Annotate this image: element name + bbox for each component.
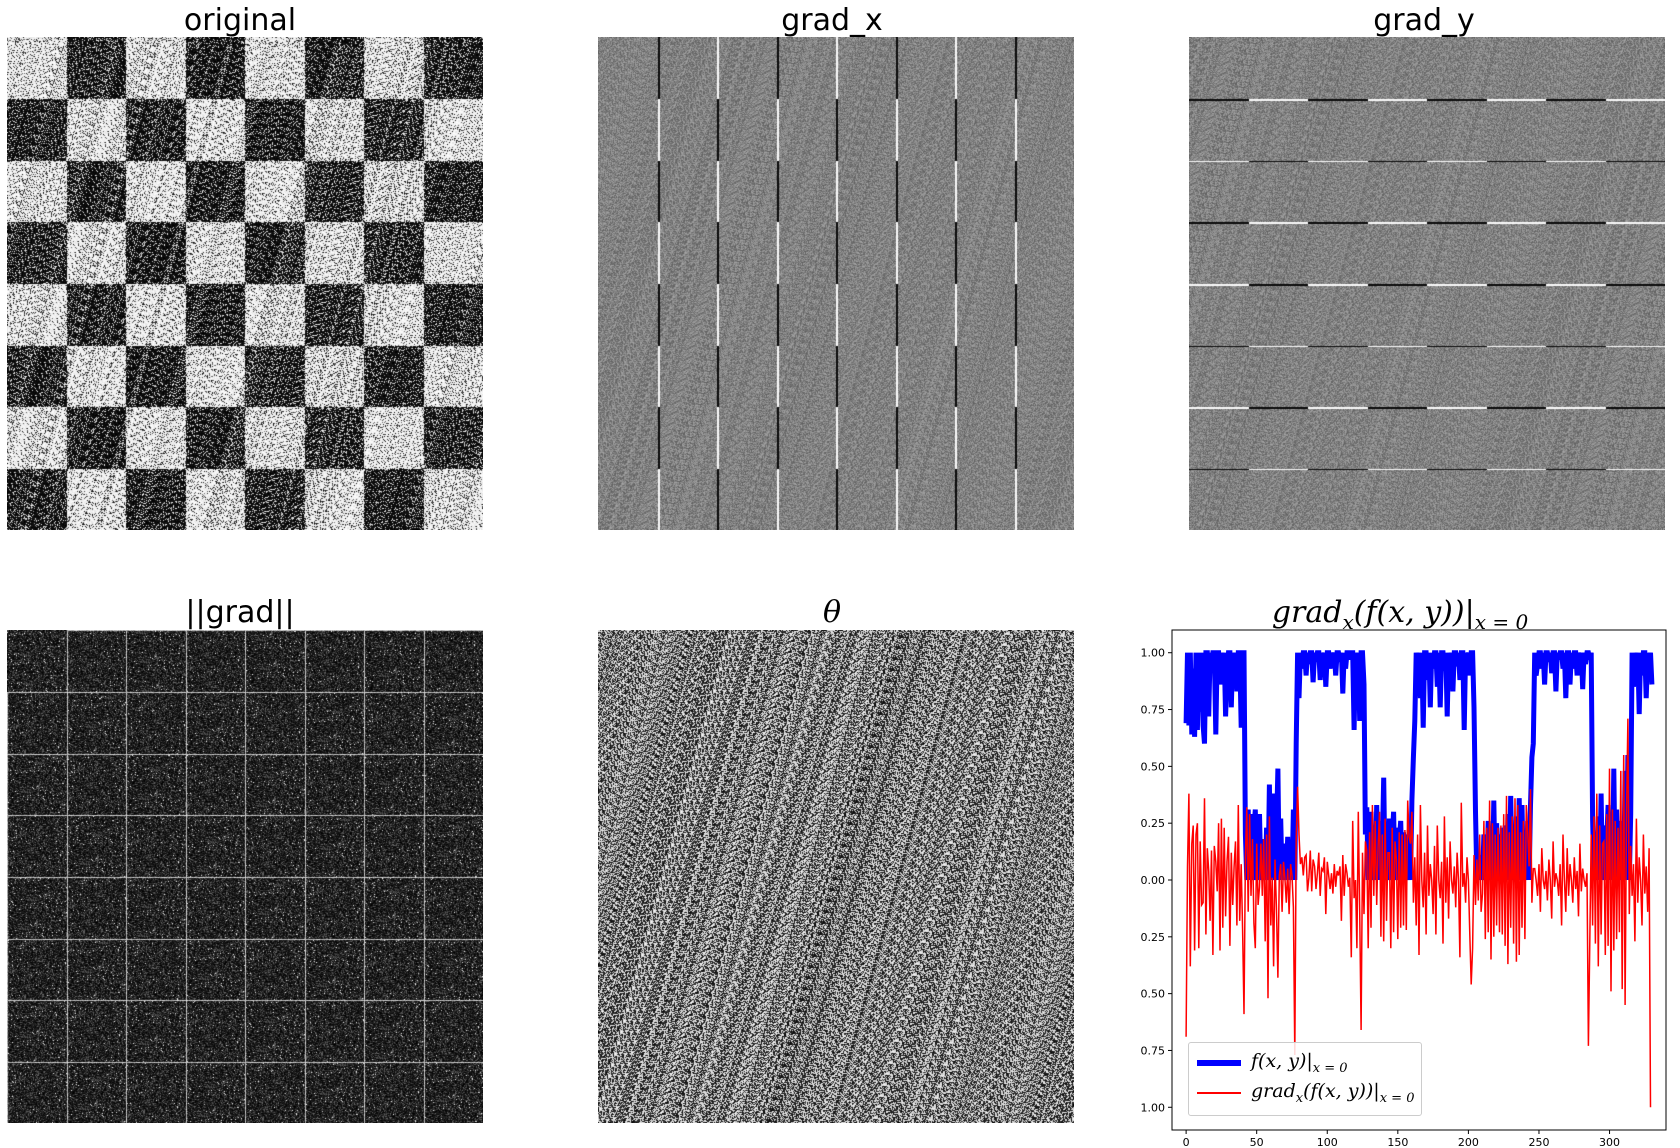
legend-item-grad: gradx(f(x, y))|x = 0 [1197, 1080, 1415, 1106]
grad-x-image [598, 37, 1074, 530]
panel-grad-norm: ||grad|| [0, 590, 483, 1130]
y-tick-label: 0.25 [1141, 817, 1166, 830]
y-tick-label: 0.50 [1141, 760, 1166, 773]
y-tick-label: 0.75 [1141, 704, 1166, 717]
x-tick-label: 150 [1387, 1136, 1408, 1148]
panel-profile-plot: gradx(f(x, y))|x = 0 0 50 100 150 200 250 300 −… [1140, 590, 1680, 1148]
legend-label-grad: gradx(f(x, y))|x = 0 [1251, 1080, 1415, 1106]
panel-grad-x: grad_x [592, 0, 1074, 540]
legend-swatch-red [1197, 1092, 1241, 1094]
x-tick-label: 200 [1458, 1136, 1479, 1148]
panel-theta: θ [592, 590, 1074, 1130]
title-sub2: x = 0 [1474, 610, 1529, 634]
original-image [7, 37, 483, 530]
panel-title: gradx(f(x, y))|x = 0 [1140, 595, 1660, 634]
x-tick-label: 100 [1317, 1136, 1338, 1148]
panel-title: ||grad|| [185, 595, 295, 630]
title-mid: (f(x, y))| [1353, 595, 1475, 630]
panel-title: original [183, 3, 297, 38]
legend-item-f: f(x, y)|x = 0 [1197, 1050, 1348, 1076]
panel-title: θ [822, 595, 842, 630]
title-base: grad [1271, 595, 1343, 630]
y-tick-label: −1.00 [1140, 1101, 1165, 1114]
panel-title: grad_y [1373, 3, 1475, 38]
y-tick-label: −0.25 [1140, 931, 1165, 944]
x-tick-label: 250 [1528, 1136, 1549, 1148]
x-tick-label: 0 [1183, 1136, 1190, 1148]
panel-original: original [0, 0, 483, 540]
panel-title: grad_x [781, 3, 883, 38]
grad-norm-image [7, 630, 483, 1123]
theta-image [598, 630, 1074, 1123]
x-tick-label: 300 [1599, 1136, 1620, 1148]
legend-swatch-blue [1197, 1060, 1241, 1066]
panel-grad-y: grad_y [1184, 0, 1665, 540]
legend-label-f: f(x, y)|x = 0 [1251, 1050, 1348, 1076]
x-tick-label: 50 [1250, 1136, 1264, 1148]
y-tick-label: 0.00 [1141, 874, 1166, 887]
legend: f(x, y)|x = 0 gradx(f(x, y))|x = 0 [1188, 1042, 1422, 1116]
y-tick-label: −0.50 [1140, 988, 1165, 1001]
y-tick-label: −0.75 [1140, 1044, 1165, 1057]
title-sub: x [1342, 610, 1354, 634]
grad-y-image [1189, 37, 1665, 530]
series-line-grad [1185, 718, 1652, 1108]
y-tick-label: 1.00 [1141, 647, 1166, 660]
